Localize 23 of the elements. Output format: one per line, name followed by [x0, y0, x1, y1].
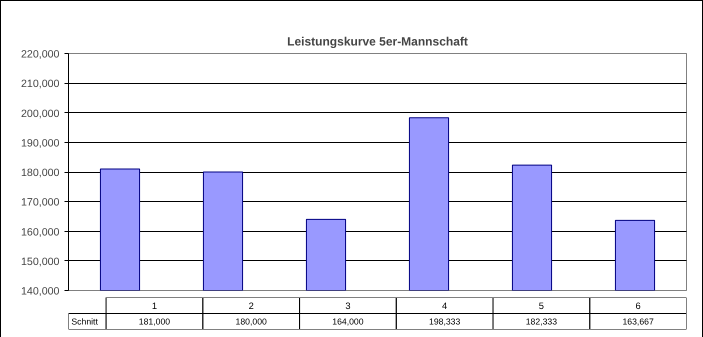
- data-label: 180,000: [236, 316, 268, 326]
- data-label: 181,000: [138, 316, 170, 326]
- text: Schnitt: [71, 316, 98, 326]
- y-tick-label: 190,000: [20, 137, 60, 150]
- y-tick-label: 220,000: [20, 48, 60, 60]
- x-tick-label: 1: [152, 301, 158, 311]
- y-tick-label: 140,000: [20, 286, 60, 298]
- x-tick-label: 5: [538, 301, 544, 311]
- data-label: 198,333: [429, 316, 460, 326]
- y-tick-label: 150,000: [20, 256, 60, 268]
- x-tick-label: 2: [248, 301, 254, 311]
- data-label: 164,000: [332, 316, 364, 326]
- x-tick-label: 6: [636, 301, 641, 311]
- x-tick-label: 4: [442, 301, 448, 311]
- y-tick-label: 200,000: [20, 108, 60, 120]
- data-label: 182,333: [526, 316, 558, 326]
- y-tick-label: 160,000: [20, 226, 60, 238]
- y-tick-label: 170,000: [20, 196, 60, 209]
- y-tick-label: 180,000: [20, 167, 60, 179]
- x-tick-label: 3: [345, 301, 351, 311]
- y-tick-label: 210,000: [20, 78, 60, 90]
- chart-title: Leistungskurve 5er-Mannschaft: [287, 34, 468, 48]
- data-label: 163,667: [622, 316, 654, 326]
